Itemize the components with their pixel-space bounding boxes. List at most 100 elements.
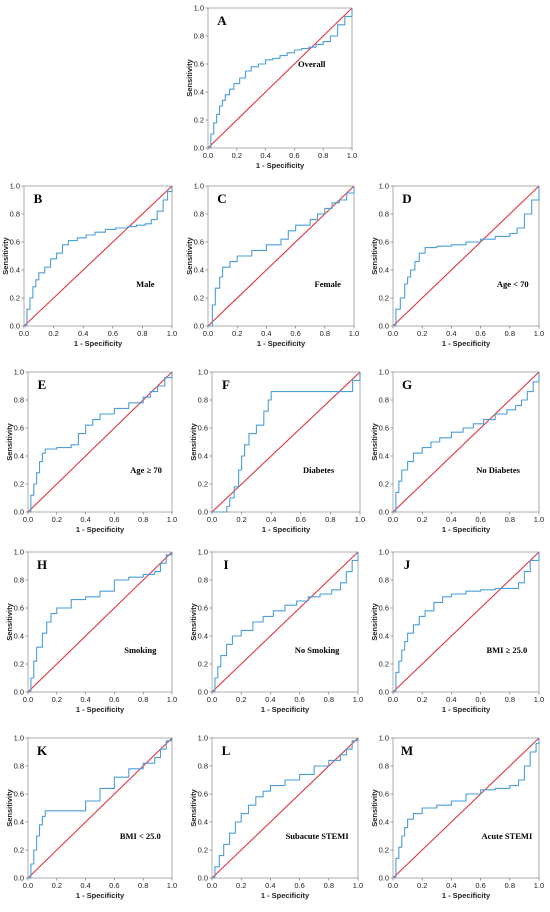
panel-F: 0.00.0 0.2 0.2 0.4 0.4 0.6 0.6 0.8 0.8 1.0 1.0 1 - … xyxy=(189,368,365,535)
y-tick-label: 0.2 xyxy=(14,660,24,669)
plot-frame xyxy=(27,551,173,693)
reference-line xyxy=(211,371,361,513)
roc-curve xyxy=(393,552,540,693)
reference-line xyxy=(392,371,540,513)
x-tick-label: 0.6 xyxy=(475,695,485,704)
x-tick-label: 0.8 xyxy=(138,695,148,704)
y-tick-label: 1.0 xyxy=(194,182,204,191)
plot-frame xyxy=(392,737,540,879)
panel-M: 0.00.0 0.2 0.2 0.4 0.4 0.6 0.6 0.8 0.8 1.0 1.0 1 - … xyxy=(370,734,544,901)
reference-line xyxy=(27,371,173,513)
y-axis-label: Sensitivity xyxy=(370,422,379,460)
x-tick-label: 0.6 xyxy=(294,695,304,704)
panel-letter: B xyxy=(34,191,43,206)
y-tick-label: 0.8 xyxy=(14,396,24,405)
x-tick-label: 0.0 xyxy=(207,695,217,704)
x-axis-label: 1 - Specificity xyxy=(261,705,310,714)
y-tick-label: 1.0 xyxy=(198,734,208,743)
y-tick-label: 1.0 xyxy=(379,182,389,191)
x-axis-label: 1 - Specificity xyxy=(262,525,311,534)
panel-E: 0.00.0 0.2 0.2 0.4 0.4 0.6 0.6 0.8 0.8 1.0 1.0 1 - … xyxy=(5,368,177,535)
y-tick-label: 0.6 xyxy=(198,790,208,799)
y-tick-label: 0.4 xyxy=(194,266,204,275)
x-tick-label: 1.0 xyxy=(353,695,363,704)
x-tick-label: 0.0 xyxy=(388,515,398,524)
y-axis-label: Sensitivity xyxy=(370,236,379,274)
y-tick-label: 0.8 xyxy=(198,762,208,771)
reference-line xyxy=(392,737,540,879)
y-tick-label: 0.4 xyxy=(198,818,208,827)
x-tick-label: 0.8 xyxy=(505,329,515,338)
panel-letter: E xyxy=(38,377,47,392)
y-tick-label: 0.2 xyxy=(198,846,208,855)
x-tick-label: 0.0 xyxy=(207,881,217,890)
y-tick-label: 1.0 xyxy=(379,368,389,377)
plot-frame xyxy=(27,737,173,879)
x-tick-label: 1.0 xyxy=(534,515,544,524)
reference-line xyxy=(207,185,355,327)
y-tick-label: 0.4 xyxy=(379,818,389,827)
x-tick-label: 0.6 xyxy=(109,881,119,890)
x-tick-label: 0.6 xyxy=(294,881,304,890)
y-tick-label: 0.8 xyxy=(379,396,389,405)
y-tick-label: 0.8 xyxy=(10,210,20,219)
y-tick-label: 1.0 xyxy=(379,734,389,743)
subgroup-label: No Diabetes xyxy=(476,465,520,475)
x-axis-label: 1 - Specificity xyxy=(442,891,491,900)
x-tick-label: 0.4 xyxy=(78,329,88,338)
panel-letter: H xyxy=(37,557,47,572)
y-tick-label: 0.6 xyxy=(14,790,24,799)
x-tick-label: 0.2 xyxy=(236,515,246,524)
x-tick-label: 0.2 xyxy=(52,695,62,704)
x-tick-label: 0.4 xyxy=(446,881,456,890)
x-tick-label: 0.0 xyxy=(388,329,398,338)
y-tick-label: 0.8 xyxy=(379,576,389,585)
y-tick-label: 0.6 xyxy=(198,604,208,613)
plot-frame xyxy=(211,371,361,513)
panel-A: 0.00.0 0.2 0.2 0.4 0.4 0.6 0.6 0.8 0.8 1.0 1.0 1 - … xyxy=(185,4,357,171)
x-tick-label: 0.2 xyxy=(417,695,427,704)
y-tick-label: 1.0 xyxy=(194,4,204,13)
y-tick-label: 0.8 xyxy=(194,32,204,41)
x-tick-label: 0.0 xyxy=(207,515,217,524)
x-tick-label: 0.6 xyxy=(296,515,306,524)
panel-B: 0.00.0 0.2 0.2 0.4 0.4 0.6 0.6 0.8 0.8 1.0 1.0 1 - … xyxy=(1,182,177,349)
y-axis-label: Sensitivity xyxy=(189,788,198,826)
y-tick-label: 0.0 xyxy=(379,508,389,517)
panel-letter: G xyxy=(402,377,412,392)
x-tick-label: 0.6 xyxy=(475,881,485,890)
y-tick-label: 0.2 xyxy=(379,480,389,489)
panel-G: 0.00.0 0.2 0.2 0.4 0.4 0.6 0.6 0.8 0.8 1.0 1.0 1 - … xyxy=(370,368,544,535)
y-tick-label: 0.0 xyxy=(379,688,389,697)
y-tick-label: 1.0 xyxy=(379,548,389,557)
x-tick-label: 0.0 xyxy=(23,881,33,890)
panel-D: 0.00.0 0.2 0.2 0.4 0.4 0.6 0.6 0.8 0.8 1.0 1.0 1 - … xyxy=(370,182,544,349)
y-tick-label: 0.4 xyxy=(14,452,24,461)
y-axis-label: Sensitivity xyxy=(185,58,194,96)
y-tick-label: 1.0 xyxy=(14,734,24,743)
y-tick-label: 0.6 xyxy=(14,604,24,613)
y-tick-label: 0.4 xyxy=(379,452,389,461)
x-tick-label: 0.8 xyxy=(505,515,515,524)
x-tick-label: 0.0 xyxy=(203,329,213,338)
subgroup-label: BMI < 25.0 xyxy=(120,831,161,841)
x-tick-label: 0.4 xyxy=(446,695,456,704)
x-tick-label: 1.0 xyxy=(349,329,359,338)
x-tick-label: 0.4 xyxy=(265,881,275,890)
x-tick-label: 0.0 xyxy=(203,151,213,160)
x-tick-label: 0.2 xyxy=(417,329,427,338)
y-tick-label: 1.0 xyxy=(10,182,20,191)
y-tick-label: 0.2 xyxy=(194,116,204,125)
x-tick-label: 0.2 xyxy=(52,881,62,890)
x-axis-label: 1 - Specificity xyxy=(442,339,491,348)
x-tick-label: 0.2 xyxy=(236,695,246,704)
y-tick-label: 1.0 xyxy=(198,548,208,557)
x-tick-label: 0.0 xyxy=(388,695,398,704)
roc-curve xyxy=(28,372,173,513)
x-axis-label: 1 - Specificity xyxy=(76,525,125,534)
panel-letter: D xyxy=(402,191,411,206)
y-axis-label: Sensitivity xyxy=(370,788,379,826)
x-tick-label: 0.8 xyxy=(505,881,515,890)
roc-curve xyxy=(212,552,359,693)
